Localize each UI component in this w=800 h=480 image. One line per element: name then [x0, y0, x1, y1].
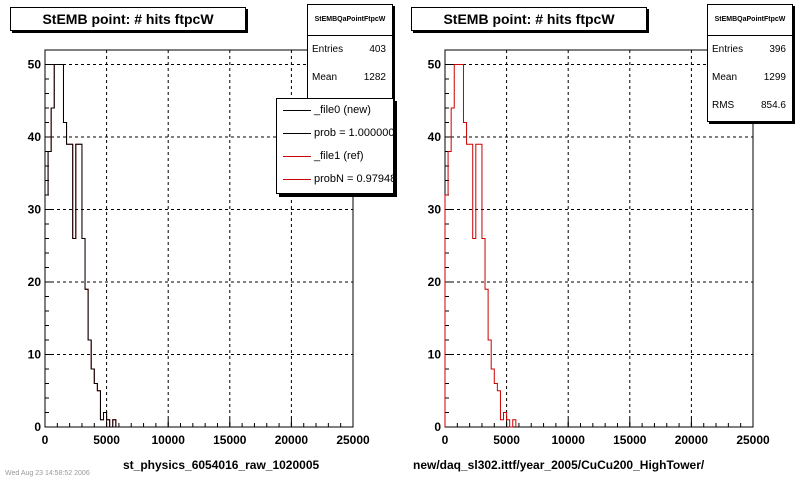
stats-name: StEMBQaPointFtpcW — [308, 5, 392, 36]
y-tick-label: 0 — [434, 420, 441, 434]
series-1-histogram — [444, 64, 517, 428]
panel1-legend: _file0 (new) prob = 1.000000 _file1 (ref… — [276, 98, 394, 194]
y-tick-label: 10 — [28, 348, 42, 362]
panel2-title-text: StEMB point: # hits ftpcW — [443, 11, 615, 27]
x-tick-label: 20000 — [675, 433, 709, 447]
panel2-plot: 0 5000 10000 15000 20000 25000 0 10 20 30 40 50 — [428, 49, 770, 447]
legend-entry: prob = 1.000000 — [277, 124, 394, 144]
legend-label: prob = 1.000000 — [314, 127, 394, 139]
y-tick-label: 40 — [28, 130, 42, 144]
panel1-title: StEMB point: # hits ftpcW — [10, 7, 246, 31]
stats-key: Mean — [312, 72, 338, 83]
y-tick-label: 30 — [28, 203, 42, 217]
y-tick-label: 20 — [28, 275, 42, 289]
x-tick-label: 5000 — [93, 433, 120, 447]
x-tick-label: 25000 — [336, 433, 370, 447]
stats-row-entries: Entries 403 — [312, 44, 386, 56]
legend-entry: probN = 0.979486 — [277, 170, 394, 190]
y-tick-label: 10 — [428, 348, 442, 362]
panel1-title-text: StEMB point: # hits ftpcW — [42, 11, 214, 27]
legend-entry: _file0 (new) — [277, 101, 393, 121]
stats-row-mean: Mean 1282 — [312, 72, 386, 84]
y-tick-label: 30 — [428, 203, 442, 217]
legend-label: _file1 (ref) — [314, 150, 364, 162]
series-2-histogram — [44, 64, 117, 428]
x-tick-label: 10000 — [552, 433, 586, 447]
panel1-stats: StEMBQaPointFtpcW Entries 403 Mean 1282 — [307, 4, 393, 100]
stats-key: Entries — [712, 44, 744, 55]
stats-key: Mean — [712, 72, 738, 83]
x-tick-label: 0 — [442, 433, 449, 447]
stats-row-rms: RMS 854.6 — [712, 100, 786, 112]
y-tick-label: 50 — [428, 58, 442, 72]
y-tick-label: 0 — [34, 420, 41, 434]
x-tick-label: 5000 — [493, 433, 520, 447]
stats-name: StEMBQaPointFtpcW — [708, 5, 792, 36]
x-tick-label: 15000 — [213, 433, 247, 447]
panel2-stats: StEMBQaPointFtpcW Entries 396 Mean 1299 … — [707, 4, 793, 122]
panel1-plot: 0 5000 10000 15000 20000 25000 0 10 20 30 40 50 — [28, 49, 370, 447]
x-tick-label: 0 — [42, 433, 49, 447]
x-tick-label: 25000 — [736, 433, 770, 447]
stats-value: 1282 — [363, 72, 386, 83]
x-tick-label: 20000 — [275, 433, 309, 447]
stats-value: 403 — [369, 44, 386, 55]
legend-line — [283, 156, 311, 157]
stats-row-entries: Entries 396 — [712, 44, 786, 56]
y-tick-label: 40 — [428, 130, 442, 144]
legend-entry: _file1 (ref) — [277, 147, 393, 167]
x-tick-label: 10000 — [152, 433, 186, 447]
footer-text: Wed Aug 23 14:58:52 2006 — [5, 470, 90, 477]
stats-key: Entries — [312, 44, 344, 55]
stats-value: 396 — [769, 44, 786, 55]
y-tick-label: 20 — [428, 275, 442, 289]
stats-key: RMS — [712, 100, 735, 111]
legend-label: probN = 0.979486 — [314, 173, 394, 185]
y-tick-label: 50 — [28, 58, 42, 72]
panel1-xlabel: st_physics_6054016_raw_1020005 — [123, 458, 320, 472]
x-tick-label: 15000 — [613, 433, 647, 447]
series-1-histogram — [44, 64, 117, 428]
legend-line — [283, 133, 311, 134]
stats-value: 854.6 — [760, 100, 786, 111]
panel2-xlabel: new/daq_sl302.ittf/year_2005/CuCu200_Hig… — [413, 458, 705, 472]
panel2-title: StEMB point: # hits ftpcW — [411, 7, 647, 31]
legend-line — [283, 110, 311, 111]
legend-line — [283, 179, 311, 180]
stats-row-mean: Mean 1299 — [712, 72, 786, 84]
stats-value: 1299 — [763, 72, 786, 83]
legend-label: _file0 (new) — [314, 104, 371, 116]
